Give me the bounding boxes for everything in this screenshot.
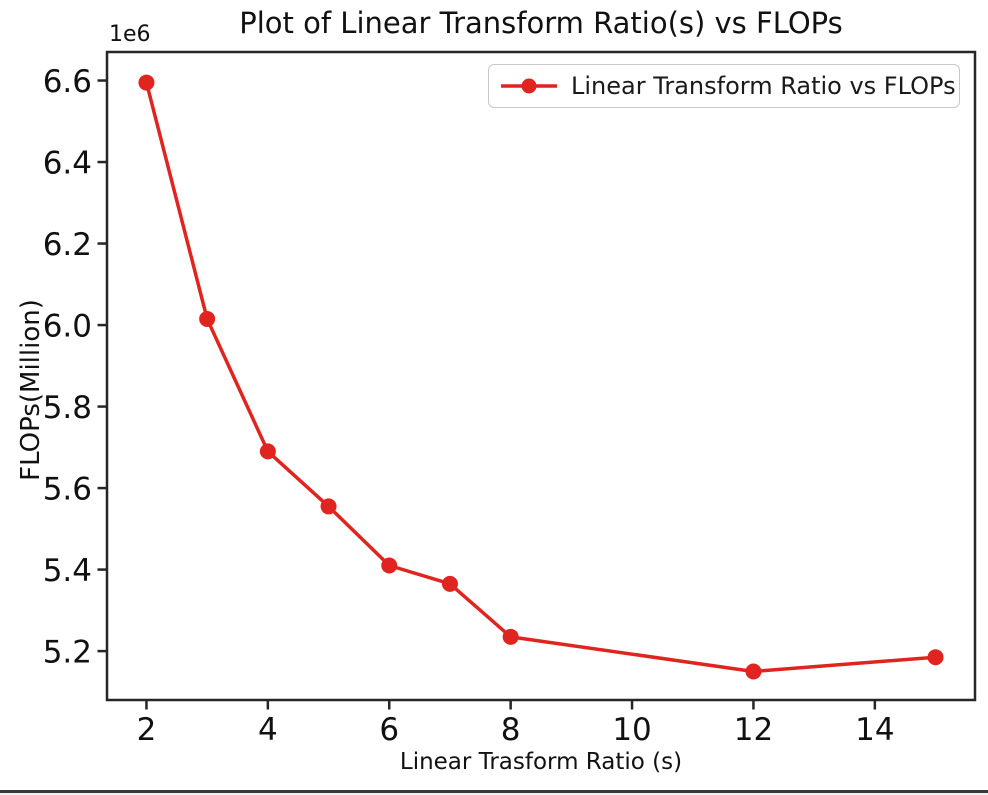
data-point-marker	[502, 628, 519, 645]
y-tick-label: 5.4	[43, 553, 92, 589]
x-tick-label: 14	[855, 712, 894, 748]
data-point-marker	[927, 649, 944, 666]
x-tick-label: 10	[612, 712, 651, 748]
data-point-marker	[199, 310, 216, 327]
window-bottom-border	[0, 790, 988, 793]
data-point-marker	[320, 498, 337, 515]
x-tick-label: 4	[258, 712, 278, 748]
x-tick-label: 2	[137, 712, 157, 748]
y-axis-offset-label: 1e6	[109, 22, 151, 47]
legend-entry-label: Linear Transform Ratio vs FLOPs	[571, 72, 956, 100]
data-point-marker	[259, 443, 276, 460]
data-point-marker	[745, 663, 762, 680]
x-tick-label: 12	[734, 712, 773, 748]
x-tick-label: 6	[379, 712, 399, 748]
y-tick-label: 6.6	[43, 64, 92, 100]
axes-spines	[105, 50, 977, 702]
window-bottom-edge	[0, 793, 988, 795]
legend: Linear Transform Ratio vs FLOPs	[488, 64, 960, 108]
y-tick-label: 5.8	[43, 390, 92, 426]
y-tick-label: 6.4	[43, 145, 92, 181]
legend-line-marker-icon	[501, 78, 557, 94]
y-tick-label: 5.2	[43, 634, 92, 670]
x-tick-label: 8	[501, 712, 521, 748]
chart-title: Plot of Linear Transform Ratio(s) vs FLO…	[239, 6, 843, 40]
y-tick-label: 6.2	[43, 227, 92, 263]
data-point-marker	[138, 74, 155, 91]
y-tick-label: 6.0	[43, 308, 92, 344]
x-axis-label: Linear Trasform Ratio (s)	[399, 749, 683, 775]
y-tick-label: 5.6	[43, 471, 92, 507]
data-point-marker	[441, 575, 458, 592]
data-point-marker	[381, 557, 398, 574]
series-line	[144, 80, 938, 674]
